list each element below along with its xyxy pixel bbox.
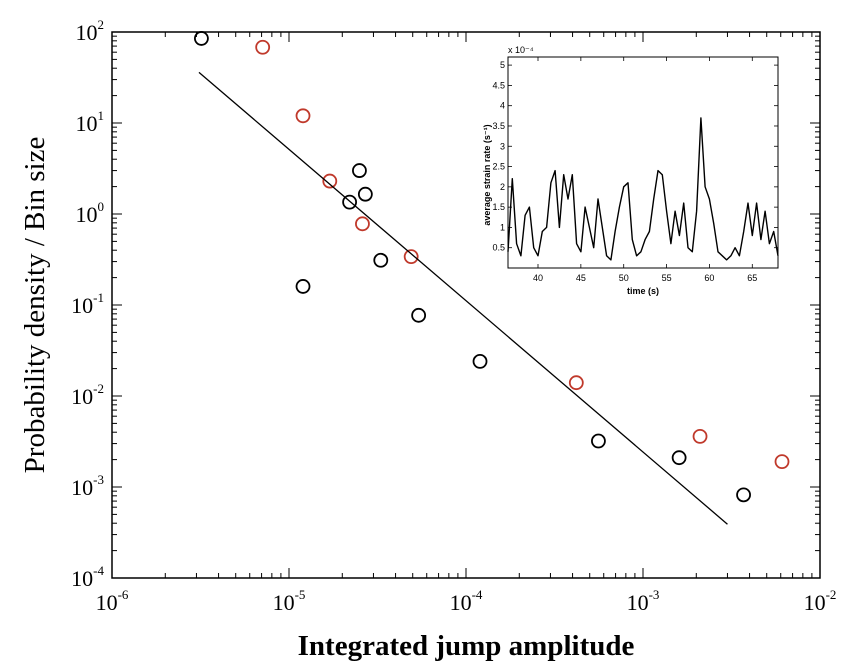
inset-y-tick-label: 4 — [500, 101, 505, 111]
black-data-point — [357, 186, 373, 202]
y-tick-label: 10-1 — [71, 290, 104, 318]
inset-x-tick-label: 45 — [576, 273, 586, 283]
inset-y-tick-label: 0.5 — [492, 243, 505, 253]
black-data-point — [373, 252, 389, 268]
red-data-point — [295, 108, 311, 124]
x-axis-title: Integrated jump amplitude — [298, 630, 635, 662]
inset-x-tick-label: 50 — [619, 273, 629, 283]
black-data-point — [591, 433, 606, 449]
black-data-point — [671, 450, 687, 466]
main-axis-ticks — [111, 32, 820, 579]
inset-x-tick-label: 40 — [533, 273, 543, 283]
red-data-point — [403, 249, 419, 265]
inset-x-tick-label: 65 — [747, 273, 757, 283]
x-tick-label: 10-5 — [273, 587, 306, 615]
inset-y-tick-label: 2 — [500, 182, 505, 192]
black-data-point — [411, 307, 427, 323]
y-axis-title: Probability density / Bin size — [19, 137, 51, 474]
y-tick-label: 101 — [76, 108, 105, 136]
x-tick-label: 10-4 — [450, 587, 483, 615]
inset-plot-frame — [507, 56, 779, 269]
y-tick-label: 100 — [76, 199, 105, 227]
red-data-point — [322, 173, 338, 189]
main-tick-labels: 10-6 10-5 10-4 10-3 10-2 10-4 10-3 10-2 10-1 100 1… — [71, 17, 836, 615]
x-tick-label: 10-6 — [96, 587, 129, 615]
inset-exponent-label: x 10⁻⁴ — [508, 45, 534, 55]
x-tick-label: 10-3 — [627, 587, 660, 615]
y-tick-label: 10-4 — [71, 563, 104, 591]
black-data-point — [736, 487, 751, 503]
inset-chart-marks — [507, 117, 779, 261]
red-data-point — [692, 428, 708, 444]
y-tick-label: 10-2 — [71, 381, 104, 409]
main-chart-marks — [194, 31, 790, 525]
black-data-point — [194, 31, 209, 46]
x-tick-label: 10-2 — [804, 587, 837, 615]
red-data-point — [255, 39, 271, 55]
inset-y-tick-label: 1 — [500, 222, 505, 232]
red-data-point — [774, 454, 790, 470]
inset-y-axis-title: average strain rate (s⁻¹) — [482, 124, 492, 225]
black-data-point — [295, 279, 311, 294]
y-tick-label: 102 — [76, 17, 105, 45]
black-data-point — [342, 194, 358, 210]
inset-y-tick-label: 2.5 — [492, 162, 505, 172]
inset-y-tick-label: 1.5 — [492, 202, 505, 212]
black-data-point — [472, 354, 488, 369]
inset-y-tick-label: 5 — [500, 60, 505, 70]
inset-chart: 40 45 50 55 60 650.511.522.533.544.55 x 10⁻⁴ … — [482, 45, 779, 296]
inset-x-tick-label: 60 — [704, 273, 714, 283]
inset-x-tick-label: 55 — [662, 273, 672, 283]
inset-tick-labels: 40 45 50 55 60 65 0.5 1 1.5 2 2.5 3 3.5 4 4.5 5 — [492, 60, 757, 283]
red-data-point — [355, 216, 370, 232]
fit-line — [198, 71, 728, 525]
inset-y-tick-label: 3 — [500, 141, 505, 151]
inset-y-tick-label: 3.5 — [492, 121, 505, 131]
strain-rate-series — [507, 117, 779, 261]
y-tick-label: 10-3 — [71, 472, 104, 500]
inset-x-axis-title: time (s) — [627, 286, 659, 296]
inset-y-tick-label: 4.5 — [492, 80, 505, 90]
red-data-point — [568, 375, 584, 391]
black-data-point — [352, 163, 367, 178]
